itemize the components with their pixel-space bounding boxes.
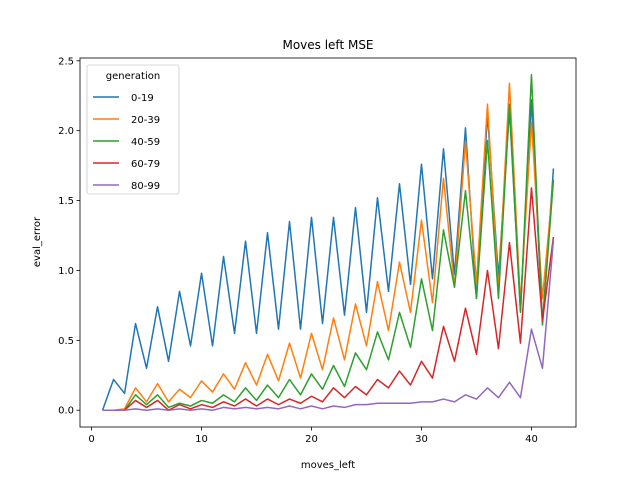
legend-label-60-79: 60-79 xyxy=(131,159,160,170)
y-tick-label: 2.0 xyxy=(58,126,74,137)
plot-frame xyxy=(79,57,577,428)
chart-title: Moves left MSE xyxy=(282,38,373,52)
y-tick-label: 0.5 xyxy=(58,336,74,347)
legend-label-20-39: 20-39 xyxy=(131,115,160,126)
series-layer xyxy=(101,74,555,411)
legend-entries: 0-19 20-39 40-59 60-79 80-99 xyxy=(93,93,160,192)
y-tick-label: 1.0 xyxy=(58,266,74,277)
series-line-80-99 xyxy=(102,239,555,411)
legend: generation 0-19 20-39 40-59 60-79 80-99 xyxy=(86,64,180,195)
series-line-20-39 xyxy=(102,82,555,411)
y-tick-label: 2.5 xyxy=(58,56,74,67)
legend-label-40-59: 40-59 xyxy=(131,137,160,148)
legend-label-0-19: 0-19 xyxy=(131,93,154,104)
y-tick-label: 1.5 xyxy=(58,196,74,207)
series-line-40-59 xyxy=(102,74,555,411)
x-tick-label: 40 xyxy=(525,434,538,445)
legend-label-80-99: 80-99 xyxy=(131,181,160,192)
tick-layer: 0 10 20 30 40 0.0 0.5 1.0 1.5 2.0 2.5 xyxy=(58,56,538,445)
x-tick-label: 10 xyxy=(195,434,208,445)
series-line-60-79 xyxy=(102,187,555,411)
x-axis-label: moves_left xyxy=(301,460,355,471)
y-tick-label: 0.0 xyxy=(58,406,74,417)
y-axis-label: eval_error xyxy=(32,216,43,267)
x-tick-label: 0 xyxy=(88,434,94,445)
legend-title: generation xyxy=(106,71,160,82)
x-tick-label: 30 xyxy=(415,434,428,445)
x-tick-label: 20 xyxy=(305,434,318,445)
legend-box xyxy=(86,64,180,195)
